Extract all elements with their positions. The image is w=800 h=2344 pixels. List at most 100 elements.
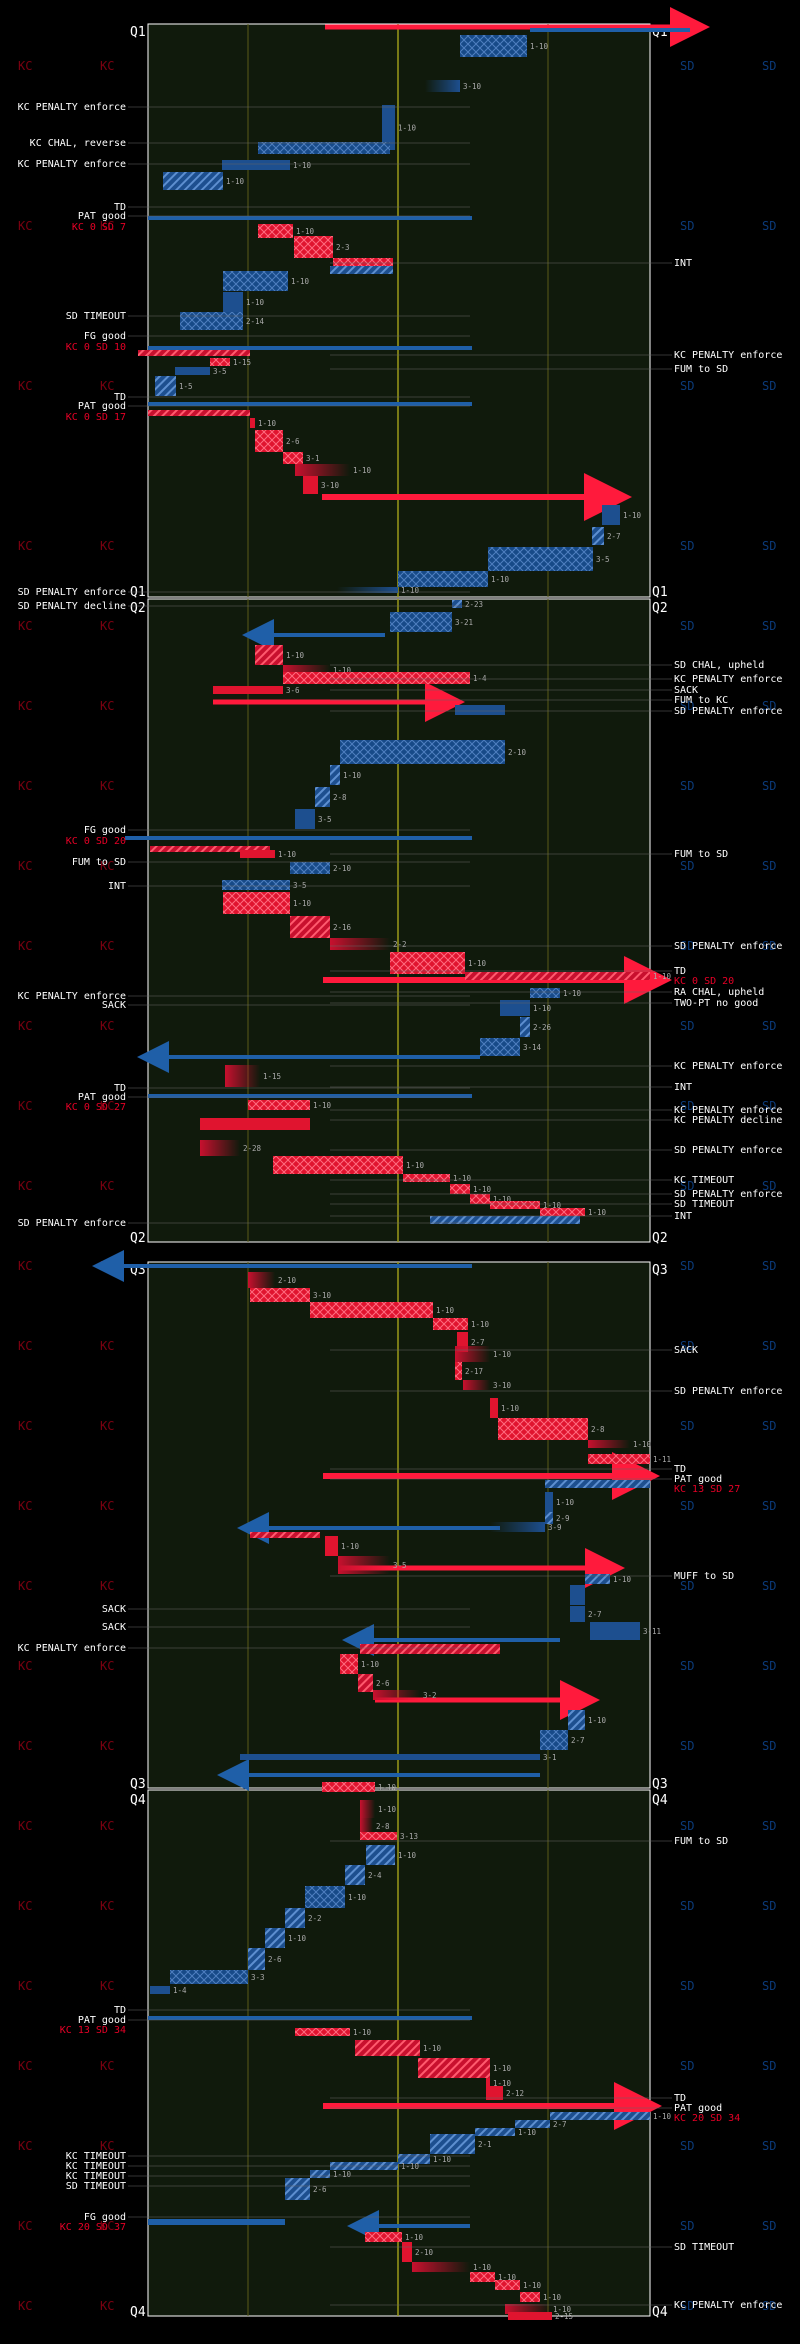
down-and-distance-label: 1-10 <box>378 1805 397 1814</box>
down-and-distance-label: 3-1 <box>306 454 320 463</box>
team-watermark-sd: SD <box>762 2059 776 2073</box>
play-bar-sd <box>330 765 340 785</box>
score-label: KC 13 SD 34 <box>60 2025 126 2036</box>
down-and-distance-label: 1-10 <box>523 2281 542 2290</box>
right-annotation: SACK <box>674 1345 698 1356</box>
play-bar-kc <box>358 1674 373 1692</box>
team-watermark-sd: SD <box>680 1579 694 1593</box>
team-watermark-sd: SD <box>762 539 776 553</box>
right-annotation: TD <box>674 2093 686 2104</box>
team-watermark-kc: KC <box>18 1579 32 1593</box>
play-bar-sd <box>515 2120 550 2128</box>
right-annotation: INT <box>674 1211 692 1222</box>
down-and-distance-label: 2-6 <box>313 2185 327 2194</box>
team-watermark-sd: SD <box>680 1659 694 1673</box>
play-bar-kc <box>303 476 318 494</box>
team-watermark-kc: KC <box>100 1659 114 1673</box>
team-watermark-sd: SD <box>762 699 776 713</box>
play-bar-sd <box>568 1710 585 1730</box>
score-label: KC 0 SD 10 <box>66 342 126 353</box>
right-annotation: SD PENALTY enforce <box>674 941 782 952</box>
down-and-distance-label: 1-10 <box>378 1783 397 1792</box>
down-and-distance-label: 1-10 <box>588 1716 607 1725</box>
down-and-distance-label: 2-6 <box>268 1955 282 1964</box>
team-watermark-kc: KC <box>100 1899 114 1913</box>
play-bar-kc <box>588 1440 630 1448</box>
play-bar-sd <box>180 312 243 330</box>
right-annotation: PAT good <box>674 2103 722 2114</box>
team-watermark-kc: KC <box>100 939 114 953</box>
play-bar-kc <box>333 258 393 266</box>
left-annotation: KC TIMEOUT <box>66 2161 126 2172</box>
right-annotation: KC PENALTY enforce <box>674 350 782 361</box>
quarter-label-top: Q2 <box>130 601 146 616</box>
score-label: KC 20 SD 37 <box>60 2222 126 2233</box>
play-bar-kc <box>338 1556 390 1574</box>
play-bar-kc <box>403 1174 450 1182</box>
play-bar-sd <box>150 1986 170 1994</box>
play-bar-sd <box>366 1845 395 1865</box>
play-bar-kc <box>310 1302 433 1318</box>
down-and-distance-label: 1-10 <box>543 1201 562 1210</box>
play-bar-sd <box>602 505 620 525</box>
play-bar-kc <box>283 452 303 464</box>
team-watermark-sd: SD <box>762 379 776 393</box>
play-bar-sd <box>530 988 560 998</box>
down-and-distance-label: 1-10 <box>533 1004 552 1013</box>
play-bar-sd <box>170 1970 248 1984</box>
team-watermark-sd: SD <box>680 1499 694 1513</box>
right-annotation: RA CHAL, upheld <box>674 987 764 998</box>
team-watermark-sd: SD <box>680 1019 694 1033</box>
play-bar-kc <box>390 952 465 974</box>
team-watermark-sd: SD <box>762 939 776 953</box>
play-bars: 1-10 3-10 1-10 1-10 1-10 1-10 2-3 1-10 1-10 2-14 1… <box>138 35 672 2321</box>
team-watermark-sd: SD <box>762 1659 776 1673</box>
team-watermark-sd: SD <box>680 2139 694 2153</box>
play-bar-sd <box>570 1606 585 1622</box>
team-watermark-sd: SD <box>762 2299 776 2313</box>
play-bar-kc <box>457 1332 468 1352</box>
left-annotation: TD <box>114 392 126 403</box>
down-and-distance-label: 2-7 <box>471 1338 485 1347</box>
down-and-distance-label: 3-6 <box>286 686 300 695</box>
down-and-distance-label: 3-14 <box>523 1043 542 1052</box>
left-annotation: TD <box>114 2005 126 2016</box>
down-and-distance-label: 2-6 <box>376 1679 390 1688</box>
left-annotation: FUM to SD <box>72 857 126 868</box>
down-and-distance-label: 1-10 <box>278 850 297 859</box>
left-annotation: KC PENALTY enforce <box>18 1643 126 1654</box>
play-bar-sd <box>290 862 330 874</box>
play-bar-kc <box>200 1140 240 1156</box>
right-annotation: TWO-PT no good <box>674 998 758 1009</box>
play-bar-kc <box>148 410 250 416</box>
down-and-distance-label: 2-7 <box>553 2120 567 2129</box>
down-and-distance-label: 1-10 <box>313 1101 332 1110</box>
team-watermark-sd: SD <box>762 1819 776 1833</box>
play-bar-sd <box>488 547 593 571</box>
down-and-distance-label: 2-14 <box>246 317 265 326</box>
team-watermark-sd: SD <box>680 1099 694 1113</box>
down-and-distance-label: 1-10 <box>398 124 417 133</box>
team-watermark-sd: SD <box>762 2139 776 2153</box>
left-annotation: SD PENALTY decline <box>18 601 126 612</box>
down-and-distance-label: 2-2 <box>308 1914 322 1923</box>
play-bar-sd <box>285 2178 310 2200</box>
play-bar-sd <box>520 1017 530 1037</box>
down-and-distance-label: 1-10 <box>530 42 549 51</box>
play-bar-kc <box>588 1454 650 1464</box>
down-and-distance-label: 2-28 <box>243 1144 262 1153</box>
quarter-label-bottom-right: Q3 <box>652 1777 668 1792</box>
team-watermark-kc: KC <box>18 1339 32 1353</box>
team-watermark-sd: SD <box>762 1419 776 1433</box>
team-watermark-kc: KC <box>18 1419 32 1433</box>
right-annotation: KC TIMEOUT <box>674 1175 734 1186</box>
right-annotation: KC PENALTY enforce <box>674 1061 782 1072</box>
play-bar-kc <box>402 2242 412 2262</box>
team-watermark-sd: SD <box>680 539 694 553</box>
play-bar-kc <box>295 464 350 476</box>
down-and-distance-label: 1-10 <box>473 2263 492 2272</box>
left-annotation: SACK <box>102 1622 126 1633</box>
play-bar-kc <box>255 645 283 665</box>
left-annotation: SACK <box>102 1604 126 1615</box>
down-and-distance-label: 2-17 <box>465 1367 483 1376</box>
